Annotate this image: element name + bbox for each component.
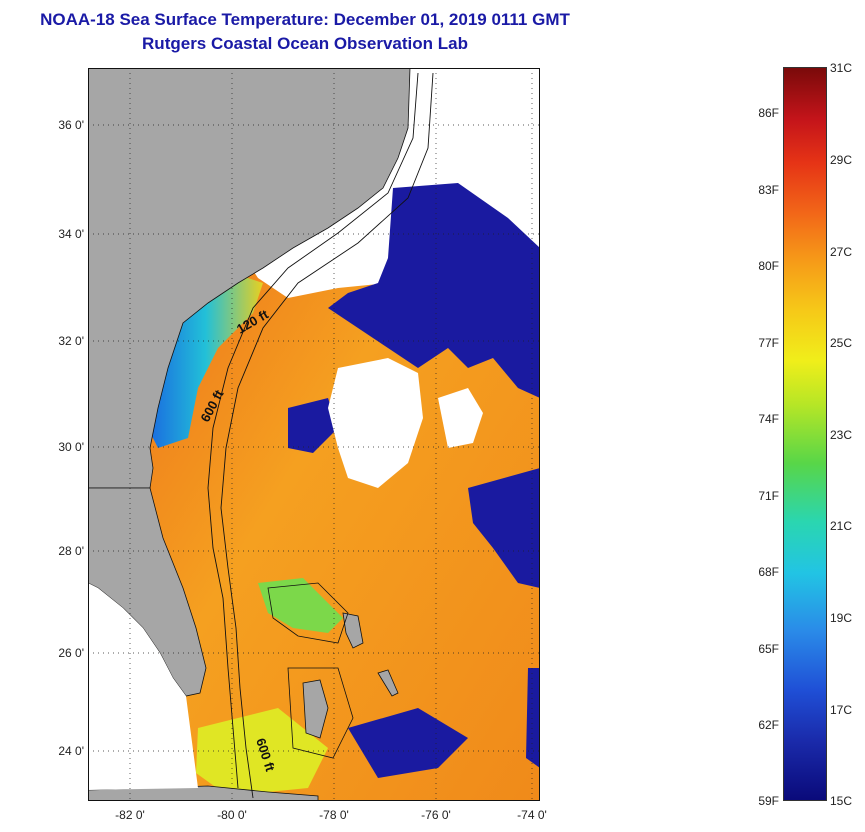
colorbar-label-19c: 19C	[830, 611, 853, 625]
land-southeast-us	[88, 68, 411, 489]
cold-band	[328, 183, 540, 398]
lat-label-36: 36 0'	[58, 118, 84, 132]
lon-label-80: -80 0'	[217, 808, 247, 822]
colorbar-label-23c: 23C	[830, 428, 853, 442]
cold-patch-southeast	[526, 668, 540, 768]
sst-map: 120 ft 600 ft 600 ft	[88, 68, 540, 801]
cold-patch-mid	[288, 398, 338, 453]
lat-label-26: 26 0'	[58, 646, 84, 660]
colorbar-label-21c: 21C	[830, 519, 853, 533]
lon-label-74: -74 0'	[517, 808, 547, 822]
cold-patch-east	[468, 468, 540, 588]
map-frame	[88, 68, 540, 801]
colorbar-label-86f: 86F	[758, 106, 779, 120]
colorbar-label-68f: 68F	[758, 565, 779, 579]
colorbar-label-15c: 15C	[830, 794, 853, 808]
colorbar-gradient	[783, 67, 827, 801]
colorbar-label-74f: 74F	[758, 412, 779, 426]
lon-label-78: -78 0'	[319, 808, 349, 822]
colorbar-label-59f: 59F	[758, 794, 779, 808]
land-cuba	[88, 785, 319, 801]
colorbar-label-77f: 77F	[758, 336, 779, 350]
colorbar-label-17c: 17C	[830, 703, 853, 717]
colorbar-label-31c: 31C	[830, 61, 853, 75]
lon-label-76: -76 0'	[421, 808, 451, 822]
colorbar-label-62f: 62F	[758, 718, 779, 732]
land-bahamas-abaco	[342, 612, 364, 649]
gulf-mask	[88, 583, 198, 790]
lat-label-28: 28 0'	[58, 544, 84, 558]
lon-label-82: -82 0'	[115, 808, 145, 822]
bahamas-bank-south	[196, 708, 328, 796]
colorbar-label-65f: 65F	[758, 642, 779, 656]
cloud-east	[438, 388, 483, 448]
graticule	[88, 68, 540, 801]
contour-bahamas	[267, 582, 354, 759]
colorbar	[783, 67, 827, 801]
land-bahamas-eleuthera	[377, 669, 399, 697]
cold-patch-south	[348, 708, 468, 778]
bahamas-bank-north	[258, 578, 343, 633]
colorbar-label-27c: 27C	[830, 245, 853, 259]
lat-label-32: 32 0'	[58, 334, 84, 348]
lat-label-24: 24 0'	[58, 744, 84, 758]
colorbar-label-25c: 25C	[830, 336, 853, 350]
contour-120ft	[207, 72, 419, 789]
lat-label-34: 34 0'	[58, 227, 84, 241]
map-subtitle: Rutgers Coastal Ocean Observation Lab	[142, 34, 468, 53]
colorbar-label-29c: 29C	[830, 153, 853, 167]
colorbar-label-80f: 80F	[758, 259, 779, 273]
lat-label-30: 30 0'	[58, 440, 84, 454]
sst-map-canvas: 120 ft 600 ft 600 ft	[88, 68, 540, 801]
cloud-center	[328, 358, 423, 488]
land-bahamas-andros	[302, 679, 329, 739]
colorbar-label-83f: 83F	[758, 183, 779, 197]
map-title: NOAA-18 Sea Surface Temperature: Decembe…	[40, 10, 570, 29]
colorbar-label-71f: 71F	[758, 489, 779, 503]
